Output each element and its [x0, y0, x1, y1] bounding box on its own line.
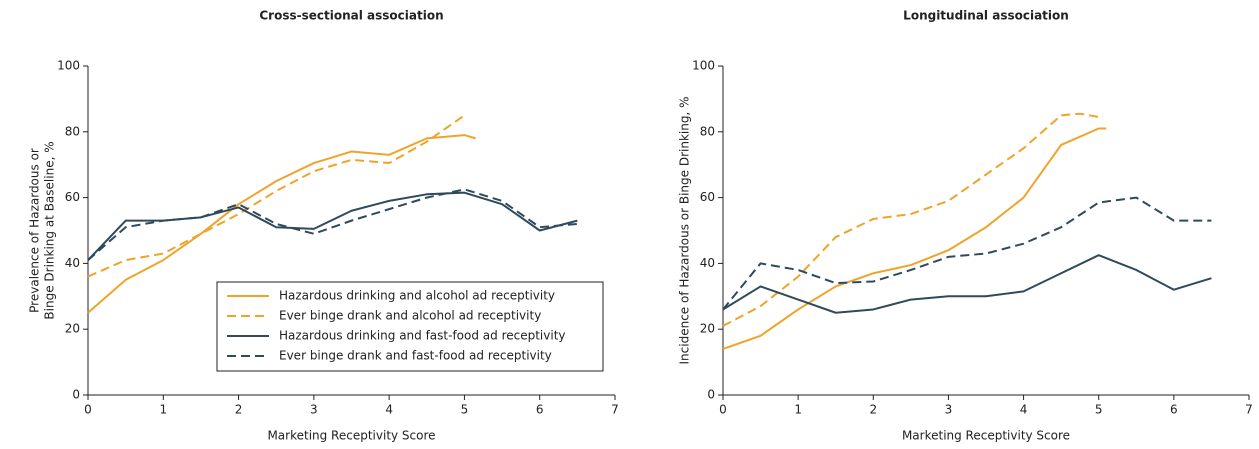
series-line [722, 254, 1212, 314]
x-tick-label: 5 [461, 403, 469, 417]
y-tick-label: 20 [65, 322, 80, 336]
legend-label: Ever binge drank and alcohol ad receptiv… [279, 309, 541, 323]
y-tick-label: 60 [700, 190, 715, 204]
y-axis-label: Prevalence of Hazardous or [28, 148, 42, 313]
x-tick-label: 6 [536, 403, 544, 417]
series-line [87, 114, 466, 278]
y-tick-label: 0 [72, 388, 80, 402]
x-tick-label: 7 [611, 403, 619, 417]
y-tick-label: 80 [65, 124, 80, 138]
x-tick-label: 7 [1245, 403, 1253, 417]
x-axis-label: Marketing Receptivity Score [267, 429, 435, 443]
x-axis-label: Marketing Receptivity Score [902, 429, 1070, 443]
x-tick-label: 0 [84, 403, 92, 417]
series-line [87, 188, 578, 261]
x-tick-label: 4 [385, 403, 393, 417]
y-tick-label: 40 [65, 256, 80, 270]
x-tick-label: 4 [1020, 403, 1028, 417]
y-tick-label: 60 [65, 190, 80, 204]
chart-title: Longitudinal association [903, 9, 1069, 23]
legend-label: Hazardous drinking and fast-food ad rece… [279, 329, 566, 343]
x-tick-label: 1 [159, 403, 167, 417]
series-line [722, 196, 1212, 311]
x-tick-label: 3 [310, 403, 318, 417]
series-line [722, 127, 1107, 350]
y-tick-label: 100 [692, 59, 715, 73]
x-tick-label: 5 [1095, 403, 1103, 417]
series-line [87, 191, 578, 261]
legend-box [216, 281, 604, 372]
y-tick-label: 20 [700, 322, 715, 336]
x-tick-label: 6 [1170, 403, 1178, 417]
y-tick-label: 0 [707, 388, 715, 402]
y-tick-label: 40 [700, 256, 715, 270]
y-tick-label: 100 [57, 59, 80, 73]
legend-label: Hazardous drinking and alcohol ad recept… [279, 289, 555, 303]
x-tick-label: 3 [945, 403, 953, 417]
y-axis-label: Binge Drinking at Baseline, % [43, 141, 57, 319]
x-tick-label: 2 [869, 403, 877, 417]
series-line [722, 112, 1099, 327]
x-tick-label: 2 [235, 403, 243, 417]
x-tick-label: 0 [719, 403, 727, 417]
legend-label: Ever binge drank and fast-food ad recept… [279, 349, 552, 363]
y-axis-label: Incidence of Hazardous or Binge Drinking… [678, 97, 692, 365]
y-tick-label: 80 [700, 124, 715, 138]
chart-title: Cross-sectional association [259, 9, 443, 23]
x-tick-label: 1 [794, 403, 802, 417]
